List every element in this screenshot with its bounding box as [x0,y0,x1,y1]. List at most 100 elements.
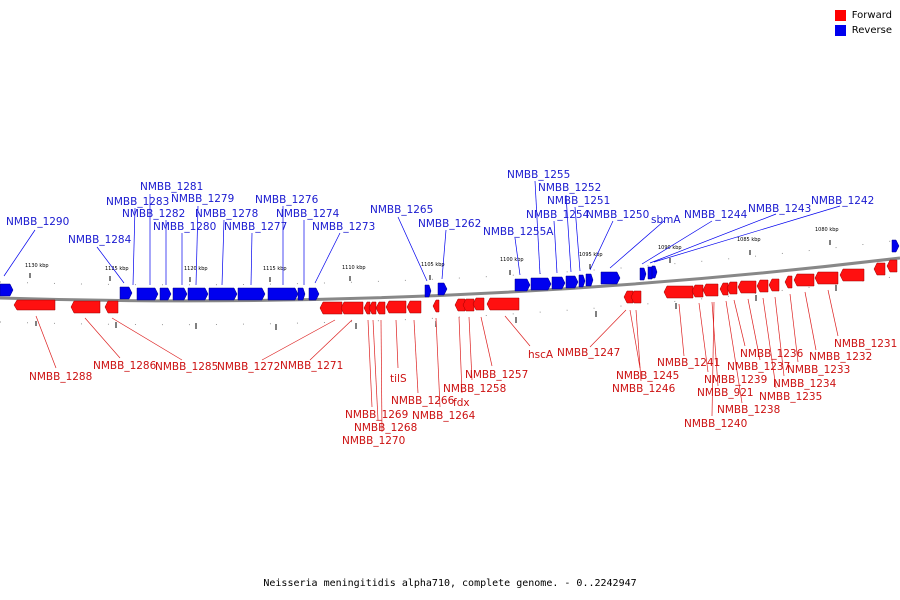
gene-arrow[interactable] [726,281,738,295]
gene-arrow[interactable] [891,239,900,253]
gene-label[interactable]: NMBB_1255A [483,226,554,238]
gene-arrow[interactable] [719,282,729,296]
gene-arrow[interactable] [340,301,364,315]
gene-label[interactable]: NMBB_1286 [93,360,157,372]
gene-arrow[interactable] [267,287,299,301]
gene-label[interactable]: fdx [453,397,470,409]
gene-arrow[interactable] [839,268,865,282]
gene-label[interactable]: NMBB_1266 [391,395,455,407]
gene-arrow[interactable] [663,285,694,299]
gene-label[interactable]: NMBB_1234 [773,378,837,390]
gene-arrow[interactable] [565,275,579,289]
gene-label[interactable]: hscA [528,349,554,361]
gene-arrow[interactable] [486,297,520,311]
gene-arrow[interactable] [623,290,634,304]
gene-label[interactable]: NMBB_1278 [195,208,258,220]
gene-label[interactable]: NMBB_1254 [526,209,590,221]
gene-label[interactable]: NMBB_1250 [586,209,649,221]
gene-arrow[interactable] [406,300,422,314]
gene-arrow[interactable] [172,287,188,301]
gene-label[interactable]: NMBB_1281 [140,181,203,193]
gene-label[interactable]: NMBB_1262 [418,218,481,230]
gene-arrow[interactable] [702,283,719,297]
gene-label[interactable]: NMBB_1264 [412,410,476,422]
gene-arrow[interactable] [578,274,586,288]
gene-label[interactable]: NMBB_1247 [557,347,620,359]
gene-label[interactable]: NMBB_1280 [153,221,216,233]
gene-label[interactable]: NMBB_1243 [748,203,811,215]
gene-label[interactable]: NMBB_1240 [684,418,747,430]
gene-label[interactable]: NMBB_1231 [834,338,897,350]
gene-label[interactable]: NMBB_1235 [759,391,822,403]
gene-arrow[interactable] [432,299,440,313]
gene-label[interactable]: NMBB_1284 [68,234,132,246]
gene-arrow[interactable] [691,284,704,298]
gene-arrow[interactable] [551,276,566,290]
gene-label[interactable]: NMBB_1232 [809,351,872,363]
gene-arrow[interactable] [530,277,552,291]
gene-arrow[interactable] [119,286,133,300]
gene-label[interactable]: NMBB_1265 [370,204,433,216]
gene-label[interactable]: NMBB_1288 [29,371,92,383]
gene-arrow[interactable] [237,287,266,301]
gene-arrow[interactable] [886,259,898,273]
gene-label[interactable]: NMBB_1241 [657,357,720,369]
gene-label[interactable]: NMBB_1236 [740,348,804,360]
gene-label[interactable]: NMBB_1273 [312,221,375,233]
gene-label[interactable]: NMBB_1245 [616,370,679,382]
gene-arrow[interactable] [514,278,531,292]
gene-arrow[interactable] [768,278,780,292]
gene-arrow[interactable] [70,300,101,314]
gene-arrow[interactable] [784,275,793,289]
gene-label[interactable]: NMBB_1270 [342,435,405,447]
gene-arrow[interactable] [0,283,14,297]
gene-label[interactable]: NMBB_1283 [106,196,169,208]
gene-label[interactable]: NMBB_1237 [727,361,790,373]
gene-arrow[interactable] [454,298,466,312]
gene-arrow[interactable] [319,301,343,315]
gene-label[interactable]: NMBB_1282 [122,208,185,220]
gene-arrow[interactable] [873,262,886,276]
gene-arrow[interactable] [793,273,815,287]
gene-arrow[interactable] [104,300,119,314]
gene-arrow[interactable] [363,301,371,315]
gene-arrow[interactable] [297,287,306,301]
gene-label[interactable]: NMBB_921 [697,387,754,399]
gene-arrow[interactable] [630,290,642,304]
gene-label[interactable]: NMBB_1276 [255,194,319,206]
gene-label[interactable]: NMBB_1238 [717,404,780,416]
gene-arrow[interactable] [208,287,238,301]
gene-label[interactable]: NMBB_1290 [6,216,69,228]
gene-label[interactable]: NMBB_1271 [280,360,343,372]
gene-arrow[interactable] [814,271,839,285]
gene-label[interactable]: NMBB_1269 [345,409,408,421]
gene-arrow[interactable] [585,273,594,287]
gene-arrow[interactable] [600,271,621,285]
gene-label[interactable]: tilS [390,373,407,385]
gene-arrow[interactable] [136,287,159,301]
gene-arrow[interactable] [472,297,485,311]
gene-label[interactable]: NMBB_1252 [538,182,601,194]
gene-label[interactable]: NMBB_1272 [217,361,280,373]
gene-arrow[interactable] [308,287,320,301]
gene-arrow[interactable] [639,267,647,281]
gene-label[interactable]: NMBB_1279 [171,193,234,205]
gene-label[interactable]: NMBB_1258 [443,383,506,395]
gene-label[interactable]: NMBB_1255 [507,169,570,181]
gene-arrow[interactable] [187,287,209,301]
gene-arrow[interactable] [437,282,448,296]
gene-arrow[interactable] [385,300,407,314]
gene-label[interactable]: sbmA [651,214,681,226]
gene-label[interactable]: NMBB_1268 [354,422,417,434]
gene-arrow[interactable] [462,298,475,312]
gene-label[interactable]: NMBB_1251 [547,195,610,207]
gene-arrow[interactable] [651,265,658,279]
gene-arrow[interactable] [424,284,432,298]
gene-arrow[interactable] [756,279,769,293]
gene-label[interactable]: NMBB_1239 [704,374,767,386]
gene-label[interactable]: NMBB_1233 [787,364,850,376]
gene-arrow[interactable] [375,301,386,315]
gene-arrow[interactable] [737,280,757,294]
gene-label[interactable]: NMBB_1277 [224,221,287,233]
gene-label[interactable]: NMBB_1242 [811,195,874,207]
